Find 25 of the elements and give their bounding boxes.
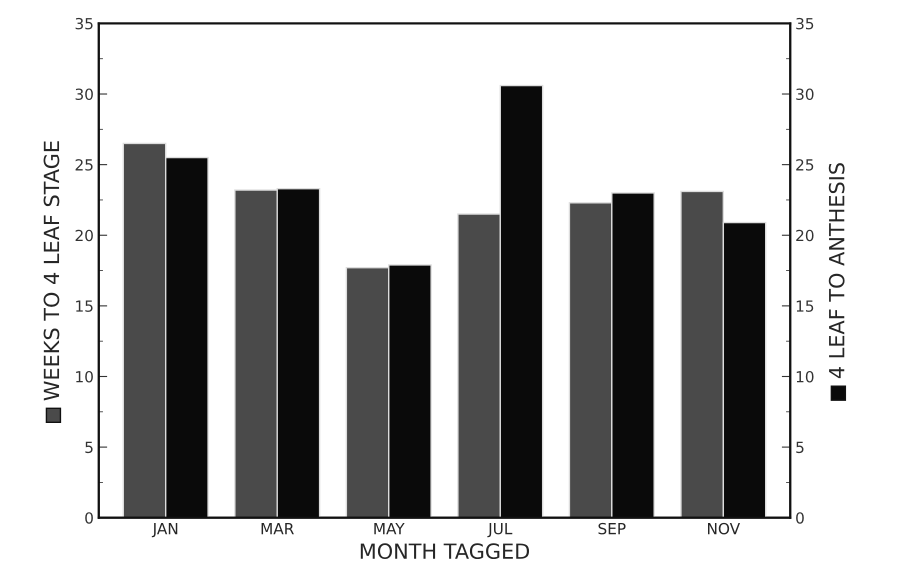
x-tick-label: NOV [708,522,740,534]
y-tick-label: 20 [76,230,93,242]
y2-tick-label: 35 [796,18,814,30]
y2-tick-label: 0 [796,512,804,524]
y-tick-label: 5 [85,442,93,454]
y-tick-label: 30 [76,88,93,100]
y-tick-label: 0 [85,512,93,524]
y2-tick-label: 5 [796,442,804,454]
x-tick-label: MAY [374,523,405,534]
y2-tick-label: 20 [796,230,814,242]
y2-axis-title: 4 LEAF TO ANTHESIS [828,163,845,378]
y2-tick-label: 25 [796,159,814,171]
y2-tick-label: 10 [796,370,814,383]
y2-tick-label: 30 [796,88,814,100]
y-tick-label: 35 [76,18,93,30]
x-tick-label: JAN [152,523,178,538]
y-axis-title: WEEKS TO 4 LEAF STAGE [44,141,60,400]
y-tick-label: 15 [76,300,93,312]
y-tick-label: 25 [76,159,93,171]
x-tick-label: JUL [487,523,512,538]
x-tick-label: MAR [262,523,294,534]
y2-tick-label: 15 [796,300,814,312]
y-tick-label: 10 [76,370,93,383]
x-axis-title: MONTH TAGGED [360,543,530,560]
x-tick-label: SEP [598,522,626,534]
